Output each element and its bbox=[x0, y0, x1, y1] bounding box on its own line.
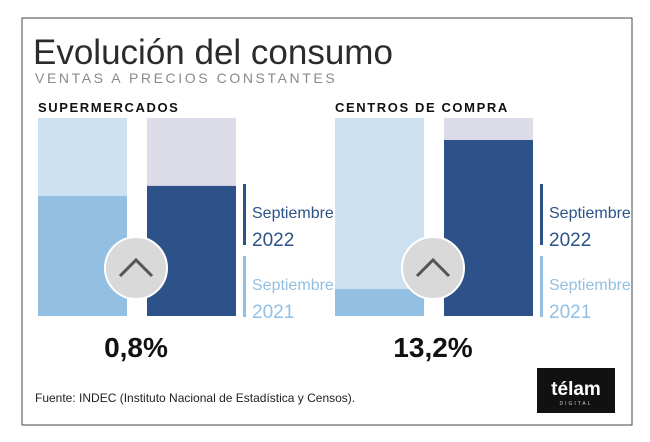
legend-label: Septiembre bbox=[549, 205, 631, 222]
legend-label: 2021 bbox=[549, 302, 591, 323]
arrow-badge bbox=[401, 236, 465, 300]
legend-bar bbox=[243, 184, 246, 245]
legend-label: Septiembre bbox=[252, 205, 334, 222]
arrow-badge bbox=[104, 236, 168, 300]
arrow-up bbox=[118, 257, 154, 278]
title: Evolución del consumo bbox=[33, 33, 393, 72]
legend-label: Septiembre bbox=[252, 277, 334, 294]
change-label: 0,8% bbox=[104, 332, 168, 363]
bar bbox=[335, 289, 424, 316]
logo: télam bbox=[551, 379, 601, 400]
legend-bar bbox=[540, 256, 543, 317]
change-label: 13,2% bbox=[393, 332, 472, 363]
logo-box bbox=[537, 368, 615, 413]
logo-sub: DIGITAL bbox=[559, 401, 592, 407]
legend-bar bbox=[540, 184, 543, 245]
panel-title: CENTROS DE COMPRA bbox=[335, 100, 509, 115]
arrow-up bbox=[415, 257, 451, 278]
legend-label: 2021 bbox=[252, 302, 294, 323]
subtitle: VENTAS A PRECIOS CONSTANTES bbox=[35, 70, 337, 86]
legend-label: 2022 bbox=[549, 230, 591, 251]
bar bbox=[444, 139, 533, 316]
legend-bar bbox=[243, 256, 246, 317]
panel-title: SUPERMERCADOS bbox=[38, 100, 179, 115]
source: Fuente: INDEC (Instituto Nacional de Est… bbox=[35, 391, 355, 405]
legend-label: Septiembre bbox=[549, 277, 631, 294]
legend-label: 2022 bbox=[252, 230, 294, 251]
